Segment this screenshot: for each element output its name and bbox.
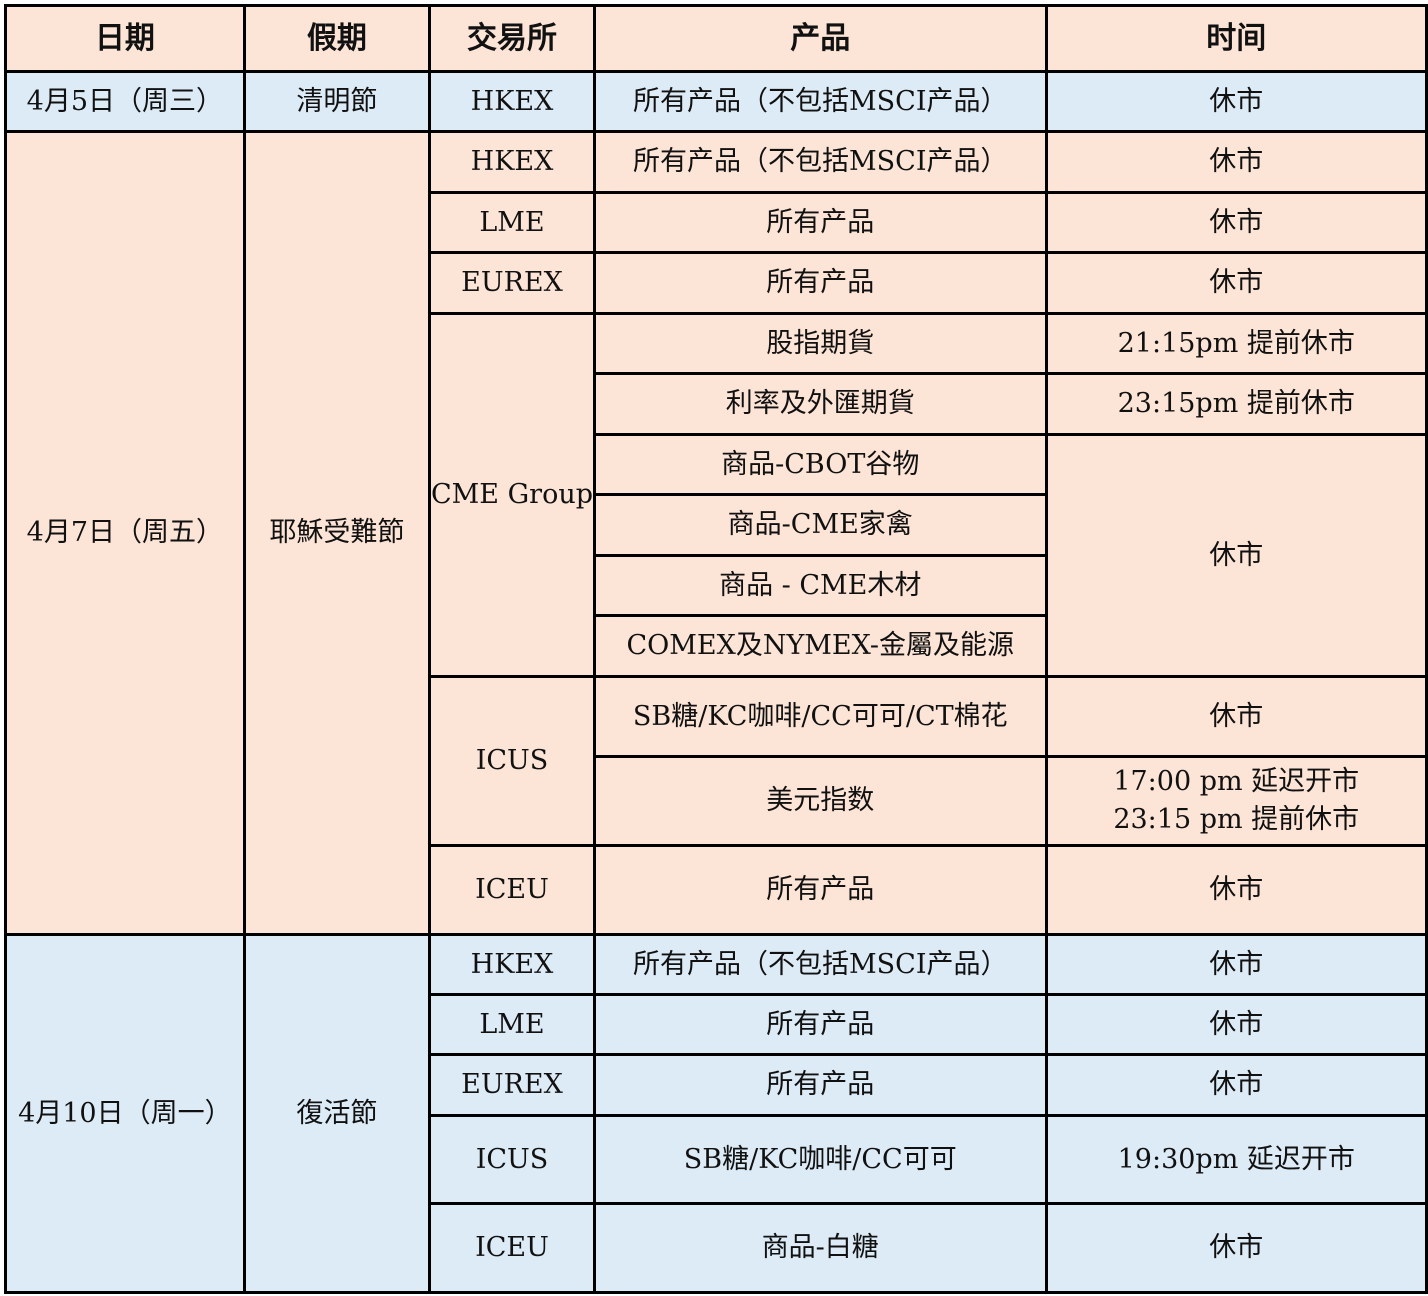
exchange-cell: ICUS (428, 1114, 596, 1205)
product-cell: 商品-白糖 (593, 1202, 1048, 1294)
time-cell: 休市 (1044, 251, 1428, 315)
exchange-cell: LME (428, 191, 596, 254)
product-cell: 所有产品 (593, 1053, 1048, 1117)
table-row: EUREX 所有产品 休市 (5, 251, 1428, 315)
time-cell: 休市 (1044, 1053, 1428, 1117)
time-cell: 17:00 pm 延迟开市 23:15 pm 提前休市 (1044, 755, 1428, 847)
holiday-cell: 清明節 (242, 70, 432, 133)
time-cell: 休市 (1044, 433, 1428, 678)
time-cell: 休市 (1044, 130, 1428, 194)
time-cell: 休市 (1044, 1202, 1428, 1294)
exchange-cell: EUREX (428, 251, 596, 315)
header-time: 时间 (1044, 4, 1428, 73)
product-cell: 所有产品（不包括MSCI产品） (593, 130, 1048, 194)
header-date: 日期 (4, 4, 246, 73)
exchange-cell: LME (428, 993, 596, 1056)
header-exchange: 交易所 (428, 4, 596, 73)
product-cell: 利率及外匯期貨 (593, 372, 1048, 436)
product-cell: 所有产品 (593, 844, 1048, 936)
exchange-cell: ICEU (428, 1202, 596, 1294)
product-cell: 所有产品 (593, 251, 1048, 315)
time-cell: 休市 (1044, 191, 1428, 254)
product-cell: 商品-CME家禽 (593, 493, 1048, 557)
time-cell: 19:30pm 延迟开市 (1044, 1114, 1428, 1205)
holiday-cell: 耶穌受難節 (242, 130, 432, 936)
holiday-cell: 復活節 (242, 933, 432, 1294)
table-row: 利率及外匯期貨 23:15pm 提前休市 (5, 372, 1428, 436)
product-cell: 所有产品 (593, 993, 1048, 1056)
time-cell: 休市 (1044, 70, 1428, 133)
table-row: 4月5日（周三） 清明節 HKEX 所有产品（不包括MSCI产品） 休市 (4, 70, 1428, 133)
exchange-cell: ICUS (428, 675, 596, 847)
exchange-cell: CME Group (428, 312, 596, 678)
time-line: 23:15 pm 提前休市 (1113, 804, 1360, 835)
product-cell: SB糖/KC咖啡/CC可可 (593, 1114, 1048, 1205)
header-row: 日期 假期 交易所 产品 时间 (4, 4, 1428, 73)
table-row: 4月10日（周一） 復活節 HKEX 所有产品（不包括MSCI产品） 休市 (4, 933, 1428, 1294)
product-cell: 商品 - CME木材 (593, 554, 1048, 617)
exchange-cell: HKEX (428, 70, 596, 133)
product-cell: 股指期貨 (593, 312, 1048, 375)
product-cell: SB糖/KC咖啡/CC可可/CT棉花 (593, 675, 1048, 758)
exchange-cell: HKEX (428, 933, 596, 996)
time-line: 17:00 pm 延迟开市 (1113, 766, 1360, 797)
time-cell: 休市 (1044, 993, 1428, 1056)
date-cell: 4月10日（周一） (4, 933, 246, 1294)
product-cell: 美元指数 (593, 755, 1048, 847)
date-cell: 4月5日（周三） (4, 70, 246, 133)
product-cell: 商品-CBOT谷物 (593, 433, 1048, 496)
time-cell: 21:15pm 提前休市 (1044, 312, 1428, 375)
time-cell: 休市 (1044, 933, 1428, 996)
product-cell: 所有产品 (593, 191, 1048, 254)
product-cell: COMEX及NYMEX-金屬及能源 (593, 614, 1048, 678)
exchange-cell: ICEU (428, 844, 596, 936)
table-row: 4月7日（周五） 耶穌受難節 HKEX 所有产品（不包括MSCI产品） 休市 (4, 130, 1428, 936)
table-row: LME 所有产品 休市 (5, 993, 1428, 1056)
time-cell: 休市 (1044, 675, 1428, 758)
header-holiday: 假期 (242, 4, 432, 73)
table-row: LME 所有产品 休市 (5, 191, 1428, 254)
time-cell: 休市 (1044, 844, 1428, 936)
date-cell: 4月7日（周五） (4, 130, 246, 936)
exchange-cell: HKEX (428, 130, 596, 194)
time-cell: 23:15pm 提前休市 (1044, 372, 1428, 436)
header-product: 产品 (593, 4, 1048, 73)
exchange-cell: EUREX (428, 1053, 596, 1117)
product-cell: 所有产品（不包括MSCI产品） (593, 933, 1048, 996)
product-cell: 所有产品（不包括MSCI产品） (593, 70, 1048, 133)
holiday-schedule-table: 日期 假期 交易所 产品 时间 4月5日（周三） 清明節 HKEX 所有产品（不包括M… (4, 4, 1428, 1294)
